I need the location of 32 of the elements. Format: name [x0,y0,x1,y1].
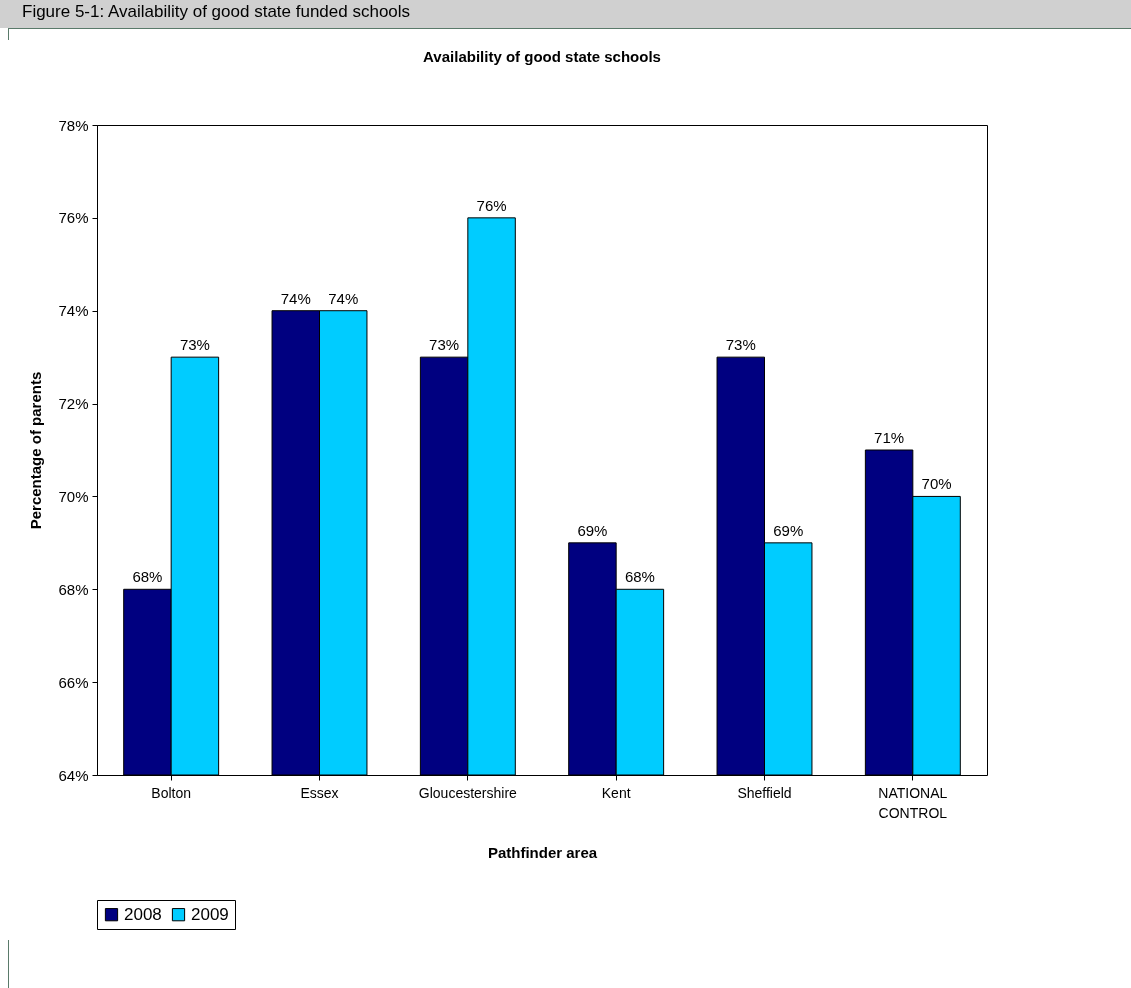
data-label: 73% [179,336,210,354]
data-label: 69% [773,521,804,539]
x-tick-label: Essex [300,784,339,801]
caption: Figure 5-1: Availability of good state funded schools [0,0,1131,28]
x-tick-label: Bolton [151,784,192,801]
y-tick-label: 70% [58,487,89,505]
data-label: 70% [921,475,952,493]
y-tick-label: 66% [58,673,89,691]
legend-label: 2008 [124,904,162,924]
y-tick-label: 74% [58,302,89,320]
data-label: 73% [429,336,460,354]
y-axis-title: Percentage of parents [27,371,45,530]
data-label: 69% [577,521,608,539]
data-label: 74% [280,289,311,307]
legend-label: 2009 [191,904,229,924]
data-label: 74% [328,289,359,307]
data-label: 68% [132,568,163,586]
y-tick-label: 76% [58,209,89,227]
data-label: 71% [874,429,905,446]
data-label: 76% [476,196,507,214]
x-axis-title: Pathfinder area [487,843,598,861]
x-tick-label: Gloucestershire [418,784,518,801]
y-tick-label: 68% [58,580,89,598]
x-tick-label: Sheffield [737,784,792,801]
y-tick-label: 64% [58,766,89,784]
x-tick-label: NATIONAL CONTROL [878,784,948,821]
chart-title: Availability of good state schools [423,48,661,65]
data-label: 68% [624,568,655,586]
y-tick-label: 72% [58,395,89,413]
y-tick-label: 78% [58,116,89,134]
x-tick-label: Kent [601,784,631,801]
data-label: 73% [725,336,756,354]
